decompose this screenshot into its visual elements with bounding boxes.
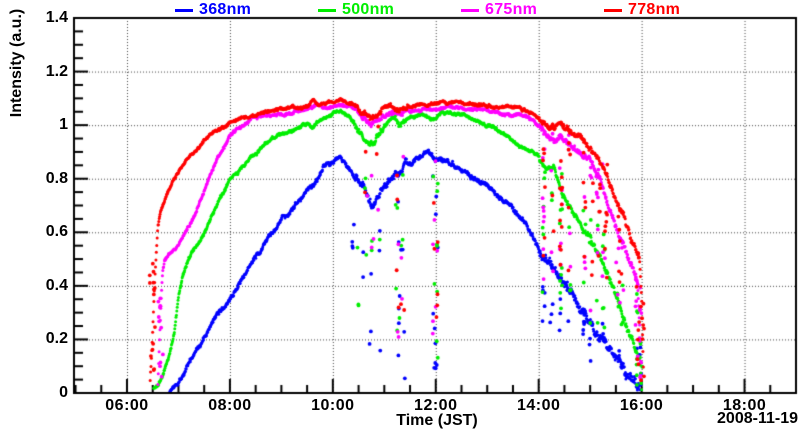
legend-item-675nm: 675nm [461, 1, 537, 19]
legend-line-icon [175, 8, 193, 12]
legend-label-368nm: 368nm [199, 1, 252, 18]
y-tick-label: 1.4 [45, 9, 68, 26]
legend-label-675nm: 675nm [485, 1, 538, 18]
y-tick-label: 0.6 [45, 223, 68, 241]
y-tick-label: 1 [59, 116, 68, 134]
legend-item-500nm: 500nm [318, 1, 394, 19]
x-axis-title: Time (JST) [396, 412, 478, 429]
legend-label-500nm: 500nm [342, 1, 395, 18]
legend-line-icon [461, 8, 479, 12]
legend-item-778nm: 778nm [604, 1, 680, 19]
legend-line-icon [318, 8, 336, 12]
y-tick-label: 1.2 [45, 62, 68, 80]
x-tick-label: 06:00 [105, 397, 149, 414]
y-tick-label: 0.8 [45, 169, 68, 187]
x-tick-label: 18:00 [722, 397, 767, 414]
x-tick-label: 12:00 [414, 397, 458, 414]
y-tick-label: 0.4 [45, 276, 68, 294]
x-tick-label: 10:00 [311, 397, 355, 414]
x-tick-label: 08:00 [208, 397, 252, 414]
legend-line-icon [604, 8, 622, 12]
date-label: 2008-11-19 [717, 410, 798, 427]
y-tick-label: 0.2 [45, 330, 68, 348]
legend-item-368nm: 368nm [175, 1, 251, 19]
legend-label-778nm: 778nm [628, 1, 681, 18]
x-tick-label: 14:00 [516, 397, 561, 414]
x-tick-label: 16:00 [619, 397, 664, 414]
y-tick-label: 0 [59, 384, 68, 401]
